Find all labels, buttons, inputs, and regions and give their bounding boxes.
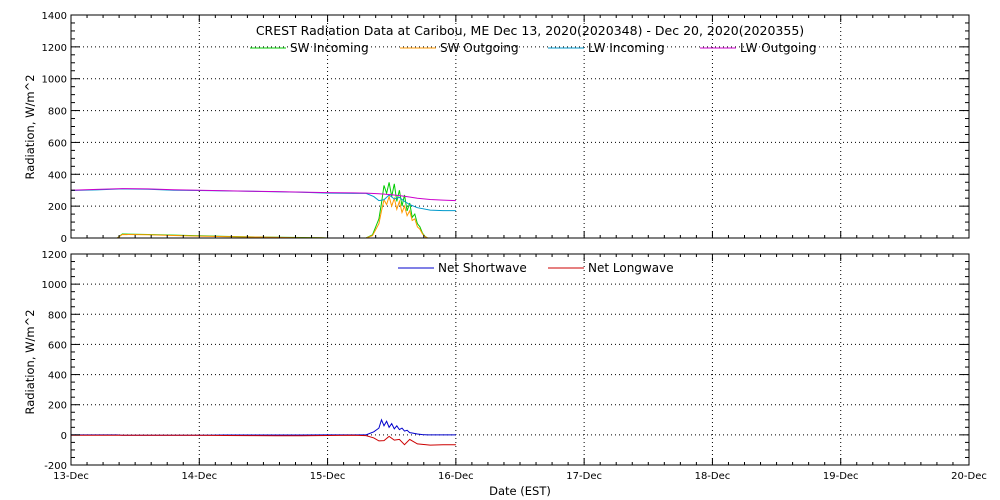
bottom-y-tick-label: 800 — [48, 310, 67, 321]
top-y-tick-label: 1000 — [42, 75, 67, 86]
top-panel-frame — [70, 14, 970, 239]
bottom-panel: 13-Dec 14-Dec 15-Dec 16-Dec 17-Dec 18-Dec 19-D… — [23, 250, 987, 498]
x-tick-label: 16-Dec — [438, 471, 474, 482]
top-panel: 0 200 400 600 800 1000 1200 1400 CREST Radiatio… — [23, 11, 970, 245]
x-tick-label: 17-Dec — [566, 471, 602, 482]
series-line-net-shortwave — [71, 418, 456, 436]
bottom-y-tick-label: 400 — [48, 371, 67, 382]
legend-label-lw-incoming: LW Incoming — [588, 41, 665, 55]
top-y-axis-label: Radiation, W/m^2 — [23, 74, 37, 179]
x-tick-label: 20-Dec — [951, 471, 987, 482]
x-tick-label: 15-Dec — [310, 471, 346, 482]
series-line-lw-incoming — [70, 188, 456, 212]
x-tick-label: 18-Dec — [695, 471, 731, 482]
legend-label-net-longwave: Net Longwave — [588, 261, 674, 275]
legend-label-sw-outgoing: SW Outgoing — [440, 41, 519, 55]
bottom-y-tick-label: 600 — [48, 340, 67, 351]
top-y-tick-label: 1200 — [42, 43, 67, 54]
legend-label-sw-incoming: SW Incoming — [290, 41, 369, 55]
bottom-y-tick-label: 1200 — [42, 250, 67, 261]
legend-label-lw-outgoing: LW Outgoing — [740, 41, 817, 55]
x-tick-label: 19-Dec — [823, 471, 859, 482]
bottom-y-axis-label: Radiation, W/m^2 — [23, 309, 37, 414]
x-tick-label: 13-Dec — [53, 471, 89, 482]
series-line-sw-incoming — [71, 182, 456, 239]
bottom-y-tick-label: 0 — [61, 431, 67, 442]
x-tick-label: 14-Dec — [181, 471, 217, 482]
chart-title: CREST Radiation Data at Caribou, ME Dec … — [256, 23, 804, 38]
top-y-tick-label: 0 — [61, 234, 67, 245]
series-line-net-longwave — [70, 434, 456, 446]
top-y-tick-label: 200 — [48, 202, 67, 213]
bottom-y-tick-label: 1000 — [42, 280, 67, 291]
top-y-tick-label: 1400 — [42, 11, 67, 22]
top-y-tick-label: 800 — [48, 107, 67, 118]
x-axis-label: Date (EST) — [489, 484, 551, 498]
top-y-tick-label: 600 — [48, 138, 67, 149]
series-line-sw-outgoing — [71, 194, 456, 239]
bottom-y-tick-label: 200 — [48, 401, 67, 412]
bottom-y-tick-label: -200 — [44, 461, 67, 472]
top-y-tick-label: 400 — [48, 170, 67, 181]
series-line-lw-outgoing — [70, 188, 456, 202]
bottom-panel-frame — [70, 253, 970, 466]
legend-label-net-shortwave: Net Shortwave — [438, 261, 527, 275]
